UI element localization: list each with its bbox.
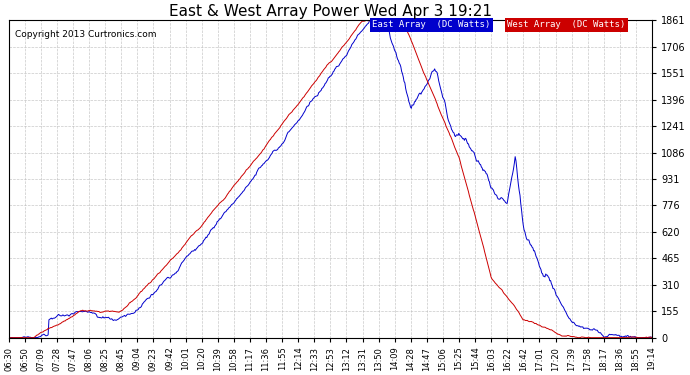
Text: East Array  (DC Watts): East Array (DC Watts): [372, 20, 491, 29]
Text: Copyright 2013 Curtronics.com: Copyright 2013 Curtronics.com: [15, 30, 157, 39]
Text: West Array  (DC Watts): West Array (DC Watts): [507, 20, 626, 29]
Title: East & West Array Power Wed Apr 3 19:21: East & West Array Power Wed Apr 3 19:21: [169, 4, 492, 19]
